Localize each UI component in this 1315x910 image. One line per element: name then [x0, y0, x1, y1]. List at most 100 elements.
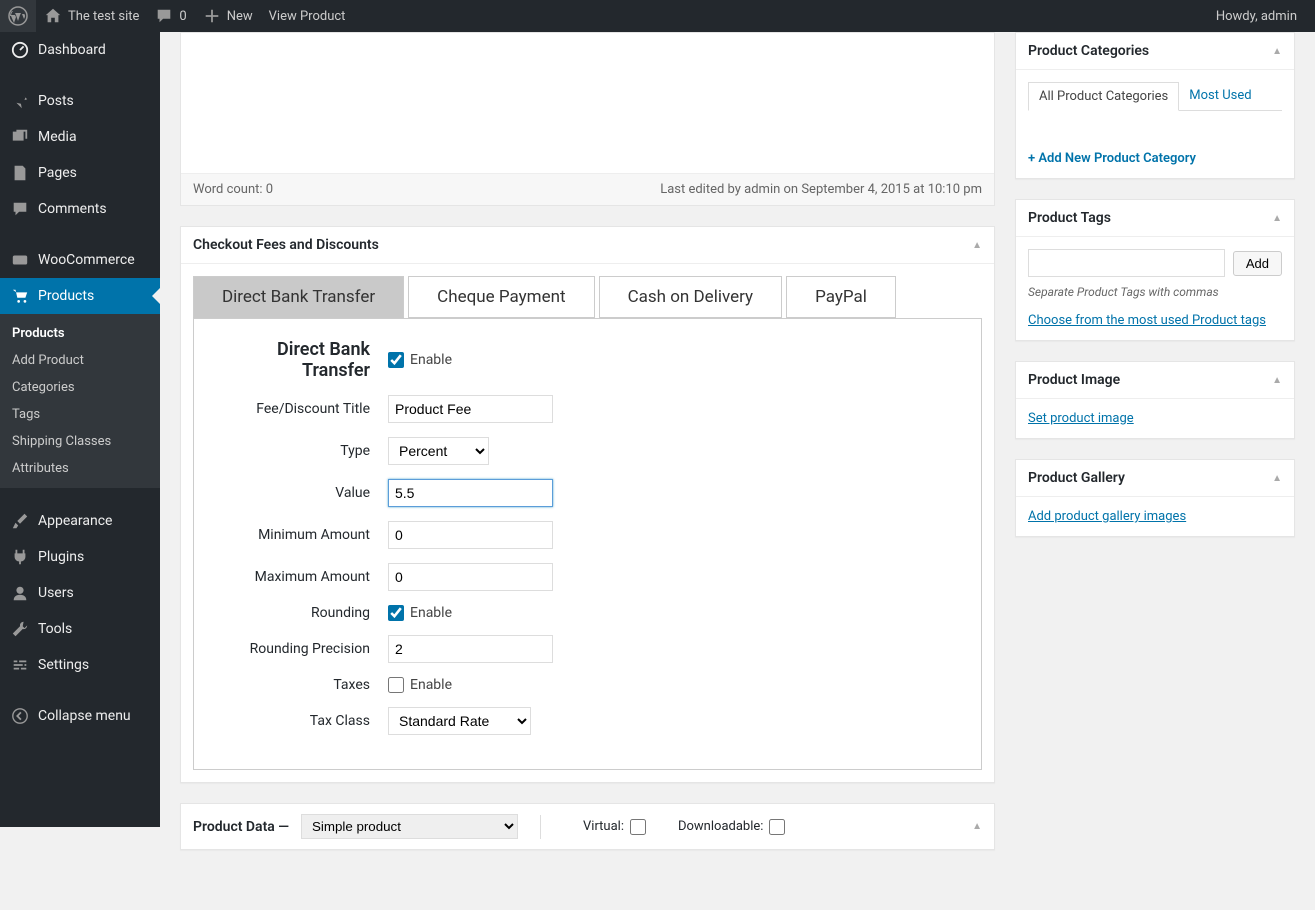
- admin-bar-right: Howdy, admin: [1208, 0, 1315, 32]
- sidebar-label: Appearance: [38, 513, 112, 529]
- min-input[interactable]: [388, 521, 553, 549]
- tab-cheque[interactable]: Cheque Payment: [408, 276, 594, 318]
- rounding-checkbox-label[interactable]: Enable: [388, 605, 452, 621]
- tab-cod[interactable]: Cash on Delivery: [599, 276, 783, 318]
- sidebar-item-dashboard[interactable]: Dashboard: [0, 32, 160, 68]
- panel-title: Direct Bank Transfer: [218, 339, 370, 381]
- label-fee-title: Fee/Discount Title: [218, 401, 388, 417]
- sidebar-label: Dashboard: [38, 42, 106, 58]
- categories-title: Product Categories: [1028, 43, 1149, 59]
- tab-most-used[interactable]: Most Used: [1179, 82, 1261, 111]
- tab-all-categories[interactable]: All Product Categories: [1028, 82, 1179, 111]
- enable-checkbox-label[interactable]: Enable: [388, 352, 452, 368]
- editor-body[interactable]: [181, 33, 994, 173]
- tab-bank-transfer[interactable]: Direct Bank Transfer: [193, 276, 404, 318]
- type-select[interactable]: Percent: [388, 437, 489, 465]
- sidebar-item-media[interactable]: Media: [0, 119, 160, 155]
- set-image-link[interactable]: Set product image: [1028, 411, 1134, 426]
- site-name: The test site: [68, 9, 139, 24]
- cart-icon: [10, 286, 30, 306]
- sidebar-label: Products: [38, 288, 94, 304]
- add-category-link[interactable]: + Add New Product Category: [1028, 151, 1282, 166]
- tag-input[interactable]: [1028, 249, 1225, 277]
- gallery-title: Product Gallery: [1028, 470, 1125, 486]
- product-gallery-box: Product Gallery ▲ Add product gallery im…: [1015, 459, 1295, 537]
- sidebar-collapse[interactable]: Collapse menu: [0, 698, 160, 734]
- submenu-attributes[interactable]: Attributes: [0, 455, 160, 482]
- new-link[interactable]: New: [195, 0, 261, 32]
- payment-tabs: Direct Bank Transfer Cheque Payment Cash…: [181, 264, 994, 318]
- sidebar-item-appearance[interactable]: Appearance: [0, 503, 160, 539]
- tags-title: Product Tags: [1028, 210, 1111, 226]
- submenu-shipping-classes[interactable]: Shipping Classes: [0, 428, 160, 455]
- sidebar-menu: Dashboard Posts Media Pages Comments Woo…: [0, 32, 160, 734]
- bank-transfer-panel: Direct Bank Transfer Enable Fee/Discount…: [193, 318, 982, 770]
- sidebar-item-pages[interactable]: Pages: [0, 155, 160, 191]
- sidebar-label: Collapse menu: [38, 708, 131, 724]
- sidebar-separator: [0, 232, 160, 237]
- tax-class-select[interactable]: Standard Rate: [388, 707, 531, 735]
- label-value: Value: [218, 485, 388, 501]
- toggle-icon[interactable]: ▲: [1272, 473, 1282, 484]
- wordpress-logo[interactable]: [0, 0, 36, 32]
- image-inside: Set product image: [1016, 399, 1294, 438]
- toggle-icon[interactable]: ▲: [1272, 213, 1282, 224]
- sidebar-item-tools[interactable]: Tools: [0, 611, 160, 647]
- sidebar-item-comments[interactable]: Comments: [0, 191, 160, 227]
- categories-inside: All Product Categories Most Used + Add N…: [1016, 70, 1294, 178]
- tags-header: Product Tags ▲: [1016, 200, 1294, 237]
- sidebar-item-settings[interactable]: Settings: [0, 647, 160, 683]
- enable-text: Enable: [410, 352, 452, 368]
- dashboard-icon: [10, 40, 30, 60]
- precision-input[interactable]: [388, 635, 553, 663]
- view-product-link[interactable]: View Product: [261, 0, 354, 32]
- gallery-header: Product Gallery ▲: [1016, 460, 1294, 497]
- sidebar-item-users[interactable]: Users: [0, 575, 160, 611]
- submenu-tags[interactable]: Tags: [0, 401, 160, 428]
- tag-input-row: Add: [1028, 249, 1282, 277]
- word-count: Word count: 0: [193, 182, 273, 197]
- comment-icon: [155, 7, 173, 25]
- max-input[interactable]: [388, 563, 553, 591]
- submenu-categories[interactable]: Categories: [0, 374, 160, 401]
- sidebar-item-plugins[interactable]: Plugins: [0, 539, 160, 575]
- product-tags-box: Product Tags ▲ Add Separate Product Tags…: [1015, 199, 1295, 341]
- tags-hint: Separate Product Tags with commas: [1028, 285, 1282, 299]
- label-rounding: Rounding: [218, 605, 388, 621]
- media-icon: [10, 127, 30, 147]
- fee-title-input[interactable]: [388, 395, 553, 423]
- toggle-icon[interactable]: ▲: [972, 240, 982, 251]
- label-type: Type: [218, 443, 388, 459]
- add-gallery-link[interactable]: Add product gallery images: [1028, 509, 1186, 524]
- howdy-link[interactable]: Howdy, admin: [1208, 0, 1305, 32]
- sidebar-item-woocommerce[interactable]: WooCommerce: [0, 242, 160, 278]
- tab-paypal[interactable]: PayPal: [786, 276, 896, 318]
- rounding-checkbox[interactable]: [388, 605, 404, 621]
- site-name-link[interactable]: The test site: [36, 0, 147, 32]
- page-icon: [10, 163, 30, 183]
- add-tag-button[interactable]: Add: [1233, 251, 1282, 276]
- view-product-label: View Product: [269, 9, 346, 24]
- sidebar-label: Media: [38, 129, 77, 145]
- sidebar-label: Posts: [38, 93, 74, 109]
- sidebar-item-posts[interactable]: Posts: [0, 83, 160, 119]
- comments-link[interactable]: 0: [147, 0, 194, 32]
- categories-list: [1028, 111, 1282, 151]
- toggle-icon[interactable]: ▲: [1272, 375, 1282, 386]
- taxes-checkbox[interactable]: [388, 677, 404, 693]
- submenu-products[interactable]: Products: [0, 320, 160, 347]
- toggle-icon[interactable]: ▲: [1272, 46, 1282, 57]
- sidebar-item-products[interactable]: Products: [0, 278, 160, 314]
- tags-inside: Add Separate Product Tags with commas Ch…: [1016, 237, 1294, 340]
- taxes-checkbox-label[interactable]: Enable: [388, 677, 452, 693]
- comment-icon: [10, 199, 30, 219]
- submenu-add-product[interactable]: Add Product: [0, 347, 160, 374]
- howdy-text: Howdy, admin: [1216, 9, 1297, 24]
- enable-checkbox[interactable]: [388, 352, 404, 368]
- value-input[interactable]: [388, 479, 553, 507]
- choose-tags-link[interactable]: Choose from the most used Product tags: [1028, 313, 1266, 328]
- sidebar-label: WooCommerce: [38, 252, 135, 268]
- comments-count: 0: [179, 9, 186, 24]
- checkout-fees-box: Checkout Fees and Discounts ▲ Direct Ban…: [180, 226, 995, 783]
- last-edited: Last edited by admin on September 4, 201…: [660, 182, 982, 197]
